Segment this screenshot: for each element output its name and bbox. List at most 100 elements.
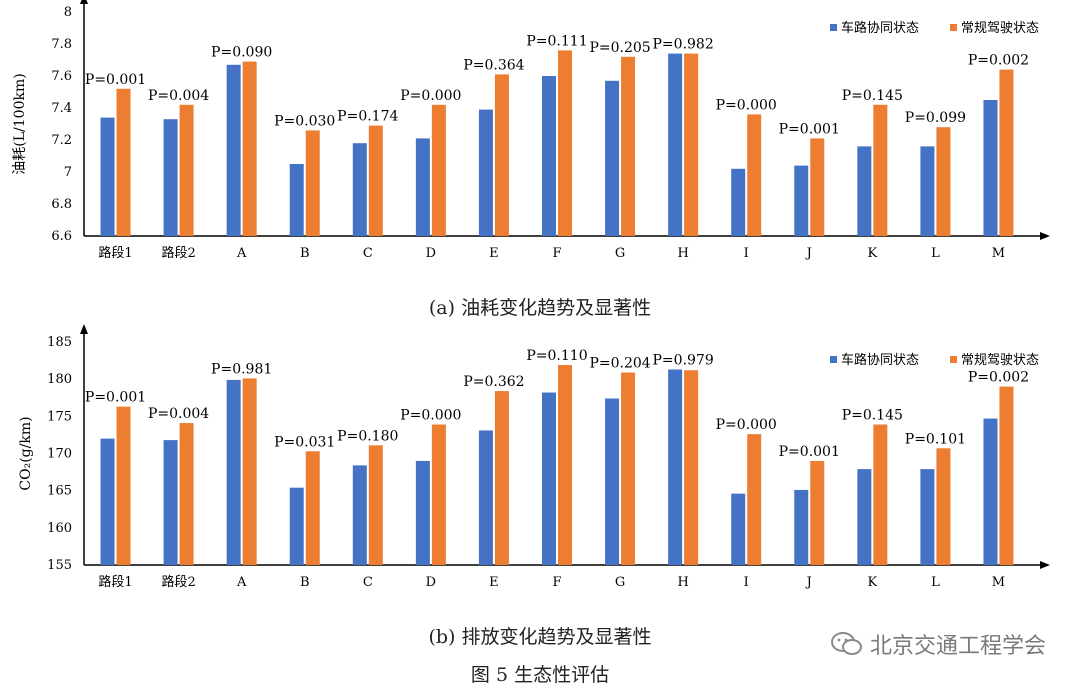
bar-conventional — [999, 386, 1014, 565]
x-tick-label: H — [677, 575, 688, 590]
y-axis-arrow — [80, 324, 88, 334]
bar-coordinated — [289, 487, 304, 565]
x-tick-label: 路段1 — [98, 574, 132, 590]
y-tick-label: 180 — [47, 372, 72, 387]
watermark-text: 北京交通工程学会 — [869, 634, 1046, 659]
x-tick-label: F — [552, 575, 561, 590]
bar-coordinated — [983, 100, 998, 236]
p-value-label: P=0.002 — [968, 53, 1029, 69]
bar-coordinated — [920, 146, 935, 236]
y-tick-label: 165 — [47, 484, 72, 499]
bar-coordinated — [352, 465, 367, 565]
x-tick-label: 路段2 — [161, 574, 195, 590]
p-value-label: P=0.180 — [337, 428, 398, 444]
bar-coordinated — [668, 369, 683, 565]
y-tick-label: 155 — [47, 558, 72, 573]
bar-coordinated — [226, 379, 241, 565]
y-tick-label: 7.6 — [51, 69, 72, 84]
x-tick-label: E — [489, 575, 499, 590]
caption-b: (b) 排放变化趋势及显著性 — [428, 626, 652, 648]
x-tick-label: B — [300, 575, 310, 590]
y-tick-label: 7.4 — [51, 101, 72, 116]
bar-coordinated — [605, 398, 620, 565]
y-tick-label: 7.2 — [51, 133, 72, 148]
bar-coordinated — [163, 119, 178, 236]
x-tick-label: K — [867, 246, 877, 261]
x-tick-label: B — [300, 246, 310, 261]
y-tick-label: 6.6 — [51, 229, 72, 244]
bar-coordinated — [100, 117, 115, 236]
x-tick-label: 路段2 — [161, 245, 195, 261]
y-tick-label: 6.8 — [51, 197, 72, 212]
p-value-label: P=0.111 — [526, 33, 587, 49]
bar-coordinated — [857, 146, 872, 236]
bar-conventional — [936, 448, 951, 565]
x-tick-label: D — [426, 575, 436, 590]
p-value-label: P=0.090 — [211, 45, 272, 61]
x-tick-label: E — [489, 246, 499, 261]
bar-conventional — [810, 138, 825, 236]
p-value-label: P=0.000 — [716, 97, 777, 113]
y-tick-label: 8 — [64, 5, 72, 20]
y-tick-label: 160 — [47, 521, 72, 536]
y-tick-label: 170 — [47, 447, 72, 462]
p-value-label: P=0.000 — [400, 88, 461, 104]
bar-conventional — [747, 114, 762, 236]
bar-coordinated — [226, 64, 241, 236]
p-value-label: P=0.001 — [85, 390, 146, 406]
bar-conventional — [431, 104, 446, 236]
p-value-label: P=0.110 — [526, 348, 587, 364]
bar-coordinated — [478, 430, 493, 565]
x-axis-arrow — [1040, 561, 1050, 569]
x-tick-label: L — [931, 575, 940, 590]
legend-swatch — [830, 24, 837, 31]
x-tick-label: K — [867, 575, 877, 590]
bar-coordinated — [163, 440, 178, 565]
p-value-label: P=0.001 — [779, 121, 840, 137]
bar-conventional — [494, 391, 509, 565]
bar-conventional — [558, 365, 572, 565]
p-value-label: P=0.101 — [905, 431, 966, 447]
bar-coordinated — [668, 53, 683, 236]
x-tick-label: M — [992, 246, 1005, 261]
bar-conventional — [873, 424, 888, 565]
p-value-label: P=0.002 — [968, 370, 1029, 386]
bar-coordinated — [542, 76, 556, 236]
x-tick-label: I — [744, 246, 749, 261]
y-tick-label: 7.8 — [51, 37, 72, 52]
x-tick-label: C — [363, 246, 373, 261]
bar-coordinated — [415, 138, 430, 236]
p-value-label: P=0.000 — [400, 408, 461, 424]
bar-coordinated — [415, 460, 430, 565]
p-value-label: P=0.364 — [463, 57, 524, 73]
bar-conventional — [116, 406, 131, 565]
caption-a: (a) 油耗变化趋势及显著性 — [428, 297, 652, 319]
x-tick-label: F — [552, 246, 561, 261]
bar-coordinated — [983, 418, 998, 565]
y-tick-label: 7 — [64, 165, 72, 180]
x-axis-arrow — [1040, 232, 1050, 240]
bar-coordinated — [542, 392, 556, 565]
p-value-label: P=0.362 — [463, 374, 524, 390]
legend-label: 车路协同状态 — [841, 352, 919, 368]
legend-swatch — [830, 356, 837, 363]
bar-conventional — [747, 434, 762, 565]
bar-coordinated — [478, 109, 493, 236]
p-value-label: P=0.982 — [653, 37, 714, 53]
x-tick-label: G — [615, 246, 625, 261]
bar-coordinated — [289, 164, 304, 236]
bar-conventional — [305, 451, 320, 565]
x-tick-label: L — [931, 246, 940, 261]
x-tick-label: D — [426, 246, 436, 261]
bar-coordinated — [352, 143, 367, 236]
p-value-label: P=0.001 — [85, 72, 146, 88]
p-value-label: P=0.001 — [779, 444, 840, 460]
bar-conventional — [494, 74, 509, 237]
p-value-label: P=0.981 — [211, 361, 272, 377]
legend-swatch — [950, 24, 957, 31]
legend-label: 常规驾驶状态 — [961, 21, 1039, 36]
legend-label: 常规驾驶状态 — [961, 353, 1039, 368]
bar-conventional — [936, 127, 951, 236]
y-tick-label: 175 — [47, 409, 72, 424]
bar-conventional — [810, 460, 825, 565]
